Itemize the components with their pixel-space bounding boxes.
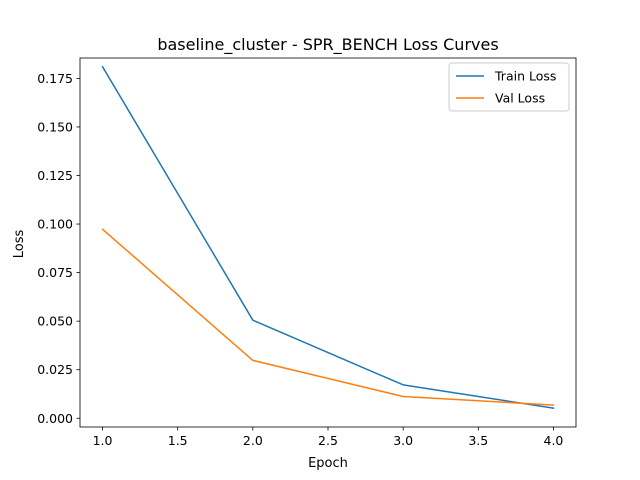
- y-axis: 0.000 0.025 0.050 0.075 0.100 0.125 0.150 0.175: [37, 71, 80, 426]
- y-tick-label: 0.150: [37, 119, 73, 134]
- y-axis-label: Loss: [12, 230, 27, 259]
- x-tick-label: 2.0: [243, 433, 263, 448]
- val-loss-line: [101, 228, 555, 406]
- x-tick-label: 1.0: [93, 433, 113, 448]
- train-loss-line: [101, 65, 555, 410]
- y-tick-label: 0.000: [37, 411, 73, 426]
- legend: Train Loss Val Loss: [448, 62, 570, 112]
- y-tick-label: 0.125: [37, 168, 73, 183]
- x-tick-label: 3.5: [468, 433, 488, 448]
- x-tick-label: 4.0: [544, 433, 564, 448]
- x-tick-label: 1.5: [168, 433, 188, 448]
- x-axis: 1.0 1.5 2.0 2.5 3.0 3.5 4.0: [93, 427, 564, 448]
- y-tick-label: 0.100: [37, 217, 73, 232]
- legend-box: [448, 62, 570, 112]
- y-tick-label: 0.050: [37, 314, 73, 329]
- y-tick-label: 0.025: [37, 362, 73, 377]
- series-layer: [101, 65, 555, 410]
- x-tick-label: 2.5: [318, 433, 338, 448]
- chart-title: baseline_cluster - SPR_BENCH Loss Curves: [157, 35, 498, 55]
- legend-val-loss-label: Val Loss: [495, 91, 545, 106]
- legend-train-loss-label: Train Loss: [494, 69, 556, 84]
- x-axis-label: Epoch: [308, 456, 348, 471]
- x-tick-label: 3.0: [393, 433, 413, 448]
- y-tick-label: 0.175: [37, 71, 73, 86]
- y-tick-label: 0.075: [37, 265, 73, 280]
